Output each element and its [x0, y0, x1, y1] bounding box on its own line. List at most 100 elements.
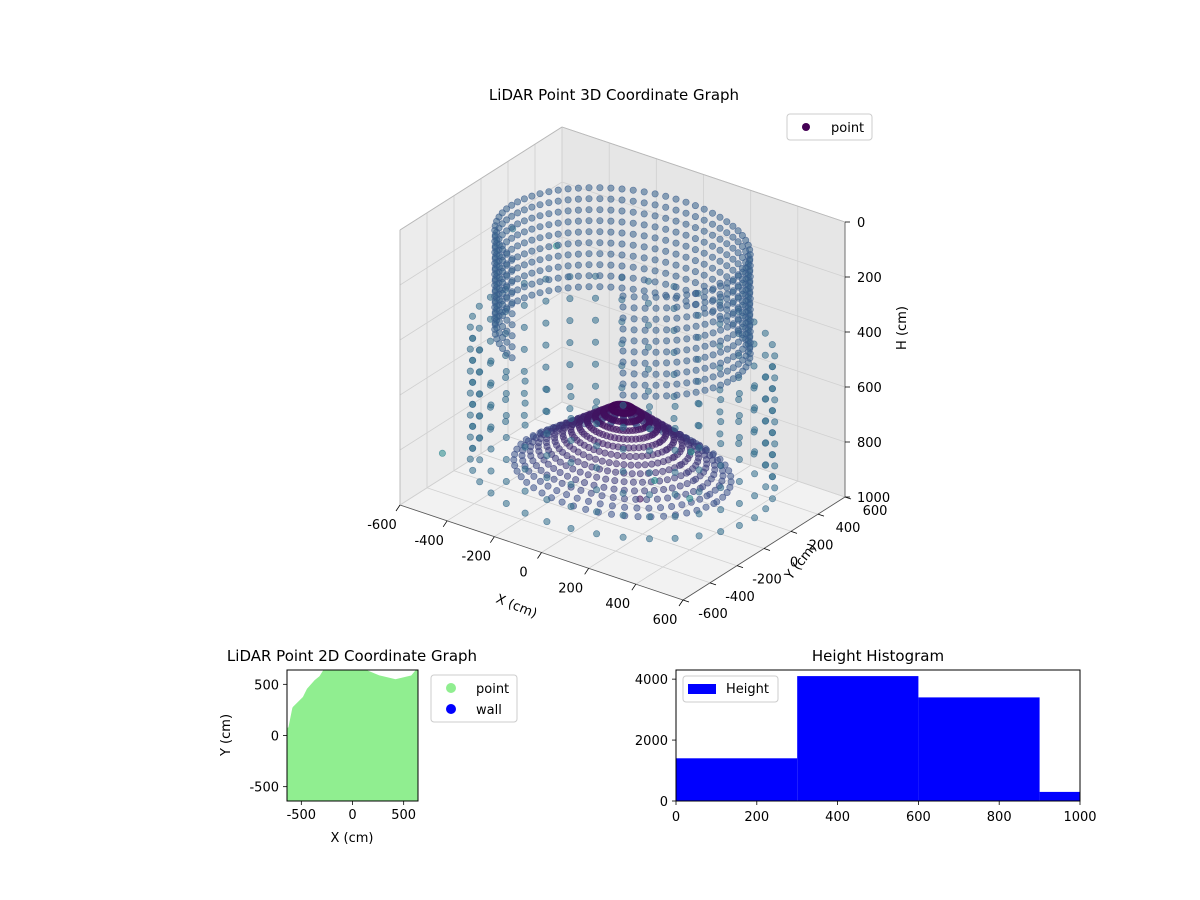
point-3d — [716, 408, 724, 416]
legend-3d-point-marker — [802, 123, 810, 131]
point-3d — [567, 392, 575, 400]
point-3d — [466, 455, 474, 463]
point-3d — [671, 512, 679, 520]
point-3d — [652, 304, 660, 312]
point-3d — [596, 228, 604, 236]
point-3d — [621, 503, 629, 511]
grid-back-z — [561, 291, 846, 388]
point-3d — [663, 304, 671, 312]
point-3d — [734, 327, 742, 335]
point-3d — [521, 487, 529, 495]
point-3d — [768, 385, 776, 393]
point-3d — [723, 323, 731, 331]
point-3d — [691, 268, 699, 276]
point-3d — [723, 229, 731, 237]
point-3d — [502, 417, 510, 425]
point-3d — [487, 401, 495, 409]
point-3d — [607, 283, 615, 291]
point-3d — [762, 373, 770, 381]
point-3d — [717, 484, 725, 492]
point-3d — [662, 280, 670, 288]
y-axis-label-2d: Y (cm) — [219, 714, 234, 757]
point-3d — [692, 355, 700, 363]
point-3d — [574, 272, 582, 280]
point-3d — [574, 283, 582, 291]
point-3d — [508, 245, 516, 253]
point-3d — [503, 216, 511, 224]
point-3d — [520, 283, 528, 291]
point-3d — [584, 497, 592, 505]
point-3d — [574, 239, 582, 247]
point-3d — [529, 457, 537, 465]
point-3d — [585, 272, 593, 280]
point-3d — [645, 491, 653, 499]
z-tick-label-3d: 200 — [857, 271, 882, 286]
point-3d — [538, 489, 546, 497]
point-3d — [716, 213, 724, 221]
point-region-2d — [287, 670, 418, 801]
point-3d — [739, 323, 747, 331]
point-3d — [717, 337, 725, 345]
point-3d — [709, 296, 717, 304]
point-3d — [607, 272, 615, 280]
point-3d — [676, 482, 684, 490]
point-3d — [503, 227, 511, 235]
point-3d — [499, 333, 507, 341]
point-3d — [514, 231, 522, 239]
point-3d — [530, 484, 538, 492]
point-3d — [729, 276, 737, 284]
point-3d — [466, 367, 474, 375]
point-3d — [630, 326, 638, 334]
point-3d — [771, 374, 779, 382]
point-3d — [523, 478, 531, 486]
point-3d — [517, 473, 525, 481]
point-3d — [543, 430, 551, 438]
point-3d — [640, 221, 648, 229]
point-3d — [598, 457, 606, 465]
point-3d — [673, 314, 681, 322]
point-3d — [692, 377, 700, 385]
point-3d — [683, 313, 691, 321]
point-3d — [651, 278, 659, 286]
y-tick-mark-3d — [763, 548, 771, 551]
point-3d — [729, 342, 737, 350]
point-3d — [585, 184, 593, 192]
point-3d — [678, 501, 686, 509]
z-tick-label-3d: 1000 — [857, 491, 890, 506]
point-3d — [660, 485, 668, 493]
x-tick-mark-3d — [631, 583, 637, 591]
point-3d — [508, 201, 516, 209]
point-3d — [762, 417, 770, 425]
point-3d — [651, 190, 659, 198]
point-3d — [729, 320, 737, 328]
point-3d — [701, 331, 709, 339]
point-3d — [645, 535, 653, 543]
point-3d — [717, 506, 725, 514]
point-3d — [554, 197, 562, 205]
chart-2d: LiDAR Point 2D Coordinate Graph -500 0 500… — [219, 647, 518, 846]
point-3d — [469, 400, 477, 408]
point-3d — [640, 243, 648, 251]
point-3d — [574, 217, 582, 225]
point-3d — [652, 348, 660, 356]
x-tick-mark-3d — [584, 568, 589, 575]
point-3d — [729, 266, 737, 274]
point-3d — [607, 195, 615, 203]
point-3d — [503, 294, 511, 302]
point-3d — [545, 254, 553, 262]
point-3d — [545, 221, 553, 229]
point-3d — [629, 252, 637, 260]
point-3d — [544, 460, 552, 468]
y-tick-label-2d: -500 — [249, 781, 279, 796]
point-3d — [663, 337, 671, 345]
point-3d — [768, 495, 776, 503]
point-3d — [564, 185, 572, 193]
point-3d — [729, 375, 737, 383]
point-3d — [619, 347, 627, 355]
x-tick-label-2d: -500 — [287, 808, 317, 823]
point-3d — [717, 418, 725, 426]
point-3d — [651, 267, 659, 275]
point-3d — [618, 240, 626, 248]
point-3d — [683, 346, 691, 354]
grid-left-z — [399, 291, 563, 396]
